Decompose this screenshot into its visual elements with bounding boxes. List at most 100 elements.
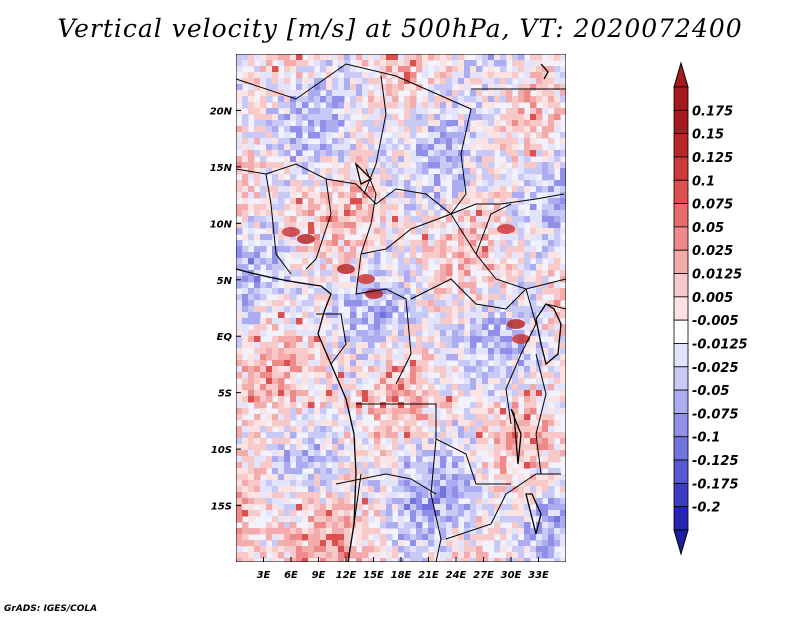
- field-cell: [290, 204, 297, 211]
- field-cell: [338, 78, 345, 85]
- field-cell: [338, 222, 345, 229]
- field-cell: [482, 258, 489, 265]
- field-cell: [260, 420, 267, 427]
- field-cell: [434, 366, 441, 373]
- field-cell: [548, 270, 555, 277]
- field-cell: [554, 264, 561, 271]
- field-cell: [446, 288, 453, 295]
- field-cell: [446, 462, 453, 469]
- field-cell: [518, 438, 525, 445]
- field-cell: [260, 216, 267, 223]
- field-cell: [272, 342, 279, 349]
- field-cell: [338, 432, 345, 439]
- field-cell: [470, 300, 477, 307]
- field-cell: [374, 306, 381, 313]
- field-cell: [308, 222, 315, 229]
- field-cell: [458, 486, 465, 493]
- field-cell: [326, 174, 333, 181]
- field-cell: [392, 300, 399, 307]
- colorbar-label: 0.175: [692, 104, 733, 119]
- field-cell: [464, 378, 471, 385]
- field-cell: [344, 288, 351, 295]
- field-cell: [284, 276, 291, 283]
- field-cell: [410, 510, 417, 517]
- field-cell: [284, 456, 291, 463]
- field-cell: [314, 480, 321, 487]
- field-cell: [386, 174, 393, 181]
- field-cell: [524, 126, 531, 133]
- field-cell: [272, 66, 279, 73]
- field-cell: [332, 234, 339, 241]
- field-cell: [530, 528, 537, 535]
- field-cell: [260, 540, 267, 547]
- lon-tick-label: 18E: [391, 570, 412, 581]
- field-cell: [254, 300, 261, 307]
- field-cell: [506, 516, 513, 523]
- field-cell: [380, 312, 387, 319]
- field-cell: [518, 66, 525, 73]
- field-cell: [362, 372, 369, 379]
- field-cell: [272, 90, 279, 97]
- field-cell: [494, 366, 501, 373]
- field-cell: [446, 294, 453, 301]
- field-cell: [260, 66, 267, 73]
- field-cell: [500, 66, 507, 73]
- field-cell: [308, 528, 315, 535]
- field-cell: [380, 222, 387, 229]
- field-cell: [308, 210, 315, 217]
- field-cell: [410, 150, 417, 157]
- field-cell: [320, 510, 327, 517]
- field-cell: [500, 558, 507, 562]
- field-cell: [338, 474, 345, 481]
- field-cell: [440, 288, 447, 295]
- field-cell: [542, 90, 549, 97]
- field-cell: [440, 294, 447, 301]
- field-cell: [278, 120, 285, 127]
- field-cell: [524, 90, 531, 97]
- field-cell: [266, 348, 273, 355]
- field-cell: [362, 246, 369, 253]
- field-cell: [440, 102, 447, 109]
- field-cell: [236, 318, 243, 325]
- field-cell: [338, 408, 345, 415]
- field-cell: [476, 438, 483, 445]
- field-cell: [290, 468, 297, 475]
- field-cell: [392, 180, 399, 187]
- field-cell: [344, 360, 351, 367]
- field-cell: [518, 282, 525, 289]
- field-cell: [440, 528, 447, 535]
- field-cell: [242, 102, 249, 109]
- field-cell: [560, 504, 566, 511]
- field-cell: [332, 126, 339, 133]
- field-cell: [530, 216, 537, 223]
- field-cell: [548, 282, 555, 289]
- field-cell: [476, 138, 483, 145]
- field-cell: [266, 366, 273, 373]
- field-cell: [326, 96, 333, 103]
- field-cell: [512, 288, 519, 295]
- field-cell: [410, 522, 417, 529]
- field-cell: [482, 348, 489, 355]
- field-cell: [266, 546, 273, 553]
- field-cell: [542, 450, 549, 457]
- field-cell: [506, 342, 513, 349]
- field-cell: [356, 462, 363, 469]
- field-cell: [404, 336, 411, 343]
- field-cell: [416, 378, 423, 385]
- field-cell: [302, 96, 309, 103]
- field-cell: [278, 468, 285, 475]
- field-cell: [476, 78, 483, 85]
- field-cell: [266, 528, 273, 535]
- field-cell: [404, 396, 411, 403]
- field-cell: [266, 198, 273, 205]
- field-cell: [344, 108, 351, 115]
- field-cell: [314, 432, 321, 439]
- field-cell: [380, 282, 387, 289]
- field-cell: [554, 372, 561, 379]
- field-cell: [560, 522, 566, 529]
- field-cell: [386, 240, 393, 247]
- field-cell: [440, 336, 447, 343]
- field-cell: [470, 96, 477, 103]
- field-cell: [512, 264, 519, 271]
- field-cell: [272, 558, 279, 562]
